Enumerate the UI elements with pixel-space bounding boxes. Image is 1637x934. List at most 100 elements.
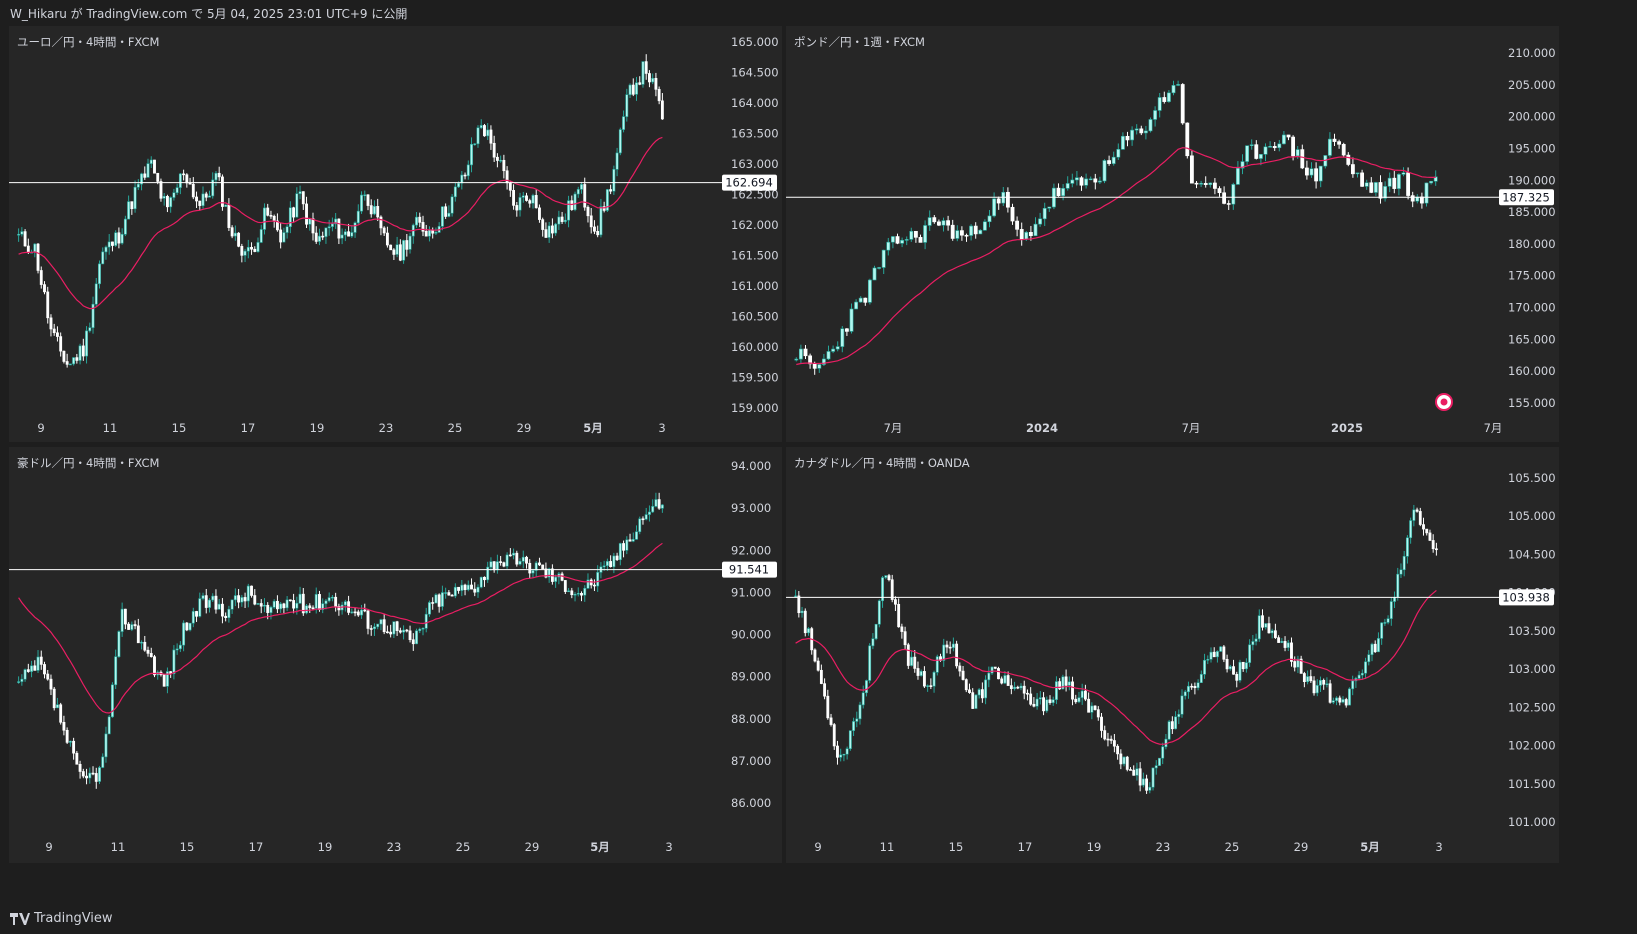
candle-body: [797, 595, 801, 614]
candle-body: [136, 183, 140, 188]
candle-body: [1015, 220, 1020, 230]
candle-body: [980, 689, 984, 699]
candle-body: [812, 363, 817, 369]
candle-body: [424, 613, 428, 629]
candle-body: [198, 598, 202, 617]
candle-body: [1396, 174, 1401, 189]
candle-body: [318, 235, 321, 242]
candle-body: [992, 198, 997, 217]
chart-svg-eurjpy[interactable]: 165.000 164.500 164.000 163.500 163.000 162.5…: [9, 26, 782, 442]
candle-body: [143, 173, 147, 178]
chart-svg-audjpy[interactable]: 94.000 93.000 92.000 91.000 90.000 89.000 88.0…: [9, 447, 782, 863]
candle-body: [402, 240, 406, 261]
candle-body: [1290, 642, 1293, 662]
candle-body: [660, 100, 664, 120]
candle-body: [334, 218, 338, 225]
candle-body: [204, 595, 208, 608]
chart-panel-cadjpy[interactable]: カナダドル／円・4時間・OANDA 105.500 105.000 104.500 1…: [786, 447, 1559, 863]
candle-body: [1405, 537, 1409, 557]
candle-body: [117, 631, 121, 657]
candle-body: [1304, 167, 1309, 176]
candle-body: [1016, 686, 1020, 689]
candle-body: [1157, 97, 1162, 111]
candle-body: [411, 639, 415, 645]
y-tick-label: 91.000: [731, 585, 771, 599]
candle-body: [240, 246, 244, 256]
x-tick-label: 7月: [1484, 421, 1503, 435]
candle-body: [1026, 692, 1029, 695]
candle-body: [175, 648, 179, 651]
candle-body: [33, 665, 37, 671]
chart-panel-gbpjpy[interactable]: ポンド／円・1週・FXCM 210.000 205.000 200.000 195.0…: [786, 26, 1559, 442]
tradingview-logo-icon[interactable]: [10, 912, 30, 925]
candle-body: [916, 668, 920, 676]
candle-body: [421, 627, 425, 630]
candle-body: [434, 594, 438, 604]
candle-body: [897, 603, 901, 628]
candle-body: [178, 644, 182, 650]
candle-body: [1337, 141, 1342, 145]
candle-body: [330, 596, 334, 599]
candle-body: [798, 348, 803, 360]
candle-body: [483, 576, 486, 581]
candle-body: [431, 602, 435, 604]
candle-body: [282, 603, 286, 609]
candle-body: [230, 599, 234, 610]
candle-body: [201, 193, 205, 206]
x-tick-label: 11: [103, 421, 118, 435]
candle-body: [253, 595, 257, 605]
candle-body: [1258, 154, 1263, 159]
candle-body: [224, 204, 228, 207]
candle-body: [123, 218, 127, 235]
candle-body: [39, 656, 43, 665]
x-tick-label: 3: [658, 421, 665, 435]
candle-body: [275, 220, 279, 231]
chart-panel-eurjpy[interactable]: ユーロ／円・4時間・FXCM 165.000 164.500 164.000 163.…: [9, 26, 782, 442]
candle-body: [1199, 183, 1204, 185]
chart-panel-audjpy[interactable]: 豪ドル／円・4時間・FXCM 94.000 93.000 92.000 91.000 9…: [9, 447, 782, 863]
candle-body: [1143, 130, 1148, 134]
candle-body: [182, 173, 186, 176]
candle-body: [220, 603, 224, 617]
candle-body: [285, 226, 289, 233]
candle-body: [547, 568, 551, 578]
candle-body: [424, 230, 428, 237]
candle-body: [817, 364, 822, 369]
chart-svg-cadjpy[interactable]: 105.500105.000104.500104.000103.500103.0…: [786, 447, 1559, 863]
candle-body: [476, 586, 480, 593]
candle-body: [499, 561, 503, 563]
candle-body: [1350, 164, 1355, 175]
candle-body: [337, 218, 341, 239]
candle-body: [935, 656, 939, 673]
candle-body: [1183, 691, 1187, 697]
candle-body: [1035, 698, 1039, 707]
x-tick-label: 15: [949, 840, 964, 854]
candle-body: [1055, 681, 1058, 700]
candle-body: [201, 595, 205, 599]
footer-brand[interactable]: TradingView: [34, 911, 113, 926]
candle-body: [266, 604, 270, 613]
candle-body: [900, 626, 904, 632]
candle-body: [877, 600, 881, 625]
candle-body: [1338, 697, 1342, 703]
candle-body: [990, 666, 994, 674]
candle-body: [560, 573, 564, 581]
candle-body: [1090, 705, 1094, 713]
candle-body: [1412, 509, 1416, 521]
candle-body: [175, 187, 179, 193]
chart-title: カナダドル／円・4時間・OANDA: [794, 456, 970, 470]
candle-body: [644, 61, 648, 74]
candle-body: [904, 239, 909, 241]
candle-body: [43, 284, 46, 293]
x-tick-label: 2024: [1026, 421, 1058, 435]
candle-body: [1189, 155, 1194, 184]
candle-body: [839, 754, 843, 758]
candle-body: [36, 656, 40, 671]
candle-body: [1125, 135, 1130, 141]
candle-body: [1033, 223, 1038, 237]
candle-body: [1286, 134, 1291, 138]
candle-body: [544, 568, 548, 578]
chart-svg-gbpjpy[interactable]: 210.000 205.000 200.000 195.000 190.000 185.0…: [786, 26, 1559, 442]
candle-body: [1383, 186, 1388, 199]
candle-body: [638, 82, 642, 85]
